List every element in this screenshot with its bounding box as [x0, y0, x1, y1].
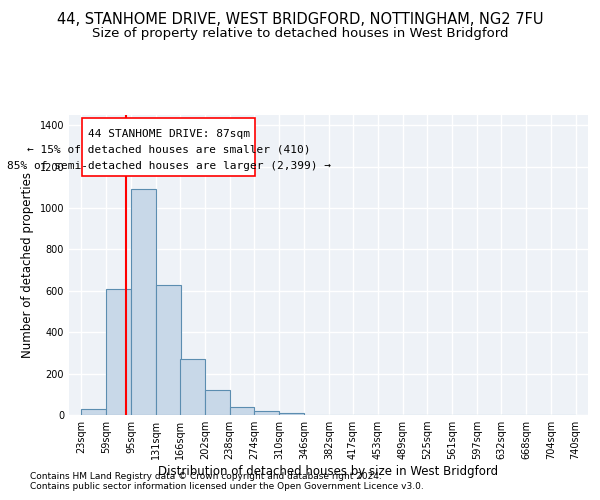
- Text: 85% of semi-detached houses are larger (2,399) →: 85% of semi-detached houses are larger (…: [7, 160, 331, 170]
- Bar: [254, 411, 279, 415]
- Text: Size of property relative to detached houses in West Bridgford: Size of property relative to detached ho…: [92, 28, 508, 40]
- Text: Contains public sector information licensed under the Open Government Licence v3: Contains public sector information licen…: [30, 482, 424, 491]
- Bar: [180, 359, 205, 415]
- Bar: [279, 413, 304, 415]
- Bar: [131, 190, 156, 415]
- X-axis label: Distribution of detached houses by size in West Bridgford: Distribution of detached houses by size …: [158, 465, 499, 478]
- Bar: [230, 406, 254, 415]
- Text: 44, STANHOME DRIVE, WEST BRIDGFORD, NOTTINGHAM, NG2 7FU: 44, STANHOME DRIVE, WEST BRIDGFORD, NOTT…: [57, 12, 543, 28]
- Bar: [82, 118, 255, 176]
- Bar: [205, 390, 230, 415]
- Y-axis label: Number of detached properties: Number of detached properties: [21, 172, 34, 358]
- Text: ← 15% of detached houses are smaller (410): ← 15% of detached houses are smaller (41…: [27, 145, 310, 155]
- Text: Contains HM Land Registry data © Crown copyright and database right 2024.: Contains HM Land Registry data © Crown c…: [30, 472, 382, 481]
- Bar: [156, 284, 181, 415]
- Bar: [106, 289, 131, 415]
- Bar: [82, 409, 106, 415]
- Text: 44 STANHOME DRIVE: 87sqm: 44 STANHOME DRIVE: 87sqm: [88, 130, 250, 140]
